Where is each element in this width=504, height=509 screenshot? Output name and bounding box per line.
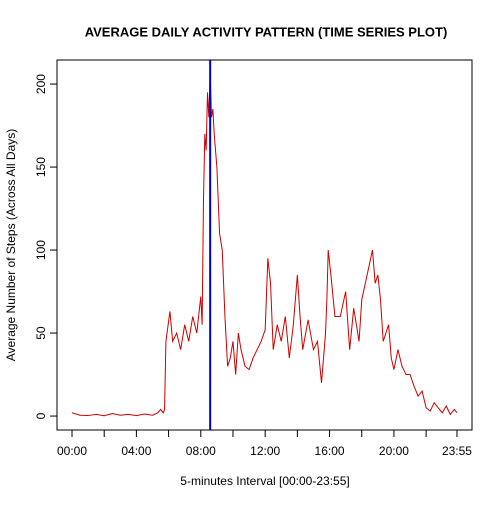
x-tick-label: 12:00 xyxy=(250,444,280,458)
x-tick-label: 20:00 xyxy=(379,444,409,458)
y-tick-label: 100 xyxy=(34,240,48,260)
x-tick-label: 00:00 xyxy=(57,444,87,458)
x-tick-label: 23:55 xyxy=(442,444,472,458)
y-tick-label: 150 xyxy=(34,157,48,177)
x-tick-label: 16:00 xyxy=(315,444,345,458)
y-axis-label: Average Number of Steps (Across All Days… xyxy=(4,129,18,362)
data-line xyxy=(71,74,458,417)
y-tick-label: 0 xyxy=(34,412,48,419)
y-tick-label: 50 xyxy=(34,326,48,340)
y-tick-label: 200 xyxy=(34,74,48,94)
plot-frame xyxy=(56,59,473,431)
chart-title: AVERAGE DAILY ACTIVITY PATTERN (TIME SER… xyxy=(85,24,448,39)
x-tick-label: 08:00 xyxy=(186,444,216,458)
x-tick-label: 04:00 xyxy=(121,444,151,458)
x-axis-label: 5-minutes Interval [00:00-23:55] xyxy=(180,474,349,488)
